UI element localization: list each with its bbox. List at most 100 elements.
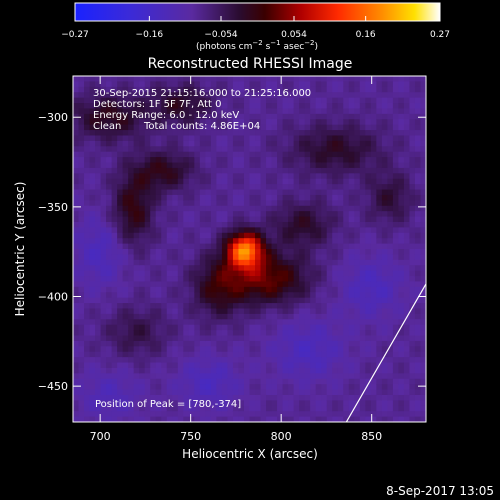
heatmap-cell xyxy=(144,151,151,158)
heatmap-cell xyxy=(205,243,212,250)
heatmap-cell xyxy=(321,81,328,88)
heatmap-cell xyxy=(321,286,328,293)
heatmap-cell xyxy=(161,92,168,99)
heatmap-cell xyxy=(271,416,278,422)
heatmap-cell xyxy=(78,92,85,99)
heatmap-cell xyxy=(398,135,405,142)
heatmap-cell xyxy=(403,178,411,185)
heatmap-cell xyxy=(354,216,361,223)
heatmap-cell xyxy=(150,81,157,88)
heatmap-cell xyxy=(354,194,361,201)
heatmap-cell xyxy=(288,211,295,218)
heatmap-cell xyxy=(227,135,234,142)
heatmap-cell xyxy=(337,313,344,320)
heatmap-cell xyxy=(172,167,179,174)
heatmap-cell xyxy=(337,351,344,358)
heatmap-cell xyxy=(365,362,372,369)
heatmap-cell xyxy=(210,362,218,369)
heatmap-cell xyxy=(332,184,339,191)
heatmap-cell xyxy=(348,319,355,326)
heatmap-cell xyxy=(304,86,311,93)
heatmap-cell xyxy=(73,200,80,207)
heatmap-cell xyxy=(365,232,372,239)
heatmap-cell xyxy=(255,130,262,137)
heatmap-cell xyxy=(216,411,223,418)
heatmap-cell xyxy=(106,221,113,228)
heatmap-cell xyxy=(304,130,311,137)
heatmap-cell xyxy=(205,313,212,320)
heatmap-cell xyxy=(117,238,124,245)
heatmap-cell xyxy=(188,394,195,401)
heatmap-cell xyxy=(155,313,162,320)
heatmap-cell xyxy=(343,357,350,364)
heatmap-cell xyxy=(315,243,322,250)
heatmap-cell xyxy=(161,324,168,331)
heatmap-cell xyxy=(392,400,400,407)
heatmap-cell xyxy=(299,162,306,169)
heatmap-cell xyxy=(343,373,350,380)
heatmap-cell xyxy=(111,146,118,153)
heatmap-cell xyxy=(227,238,234,245)
heatmap-cell xyxy=(420,108,426,115)
heatmap-cell xyxy=(139,140,146,147)
heatmap-cell xyxy=(122,140,129,147)
heatmap-cell xyxy=(243,103,251,110)
heatmap-cell xyxy=(293,113,300,120)
heatmap-cell xyxy=(282,211,289,218)
heatmap-cell xyxy=(288,292,295,299)
heatmap-cell xyxy=(100,135,107,142)
heatmap-cell xyxy=(299,378,306,385)
heatmap-cell xyxy=(354,324,361,331)
heatmap-cell xyxy=(155,330,162,337)
heatmap-cell xyxy=(359,357,366,364)
heatmap-cell xyxy=(354,184,361,191)
heatmap-cell xyxy=(216,178,223,185)
heatmap-cell xyxy=(150,130,157,137)
heatmap-cell xyxy=(194,184,201,191)
heatmap-cell xyxy=(403,124,411,131)
heatmap-cell xyxy=(89,416,96,422)
heatmap-cell xyxy=(337,394,344,401)
heatmap-cell xyxy=(376,173,383,180)
heatmap-cell xyxy=(199,140,206,147)
heatmap-cell xyxy=(420,270,426,277)
heatmap-cell xyxy=(111,97,118,104)
heatmap-cell xyxy=(172,254,179,261)
heatmap-cell xyxy=(370,173,377,180)
heatmap-cell xyxy=(304,270,311,277)
heatmap-cell xyxy=(166,221,173,228)
heatmap-cell xyxy=(299,367,306,374)
heatmap-cell xyxy=(89,303,96,310)
heatmap-cell xyxy=(73,389,80,396)
heatmap-cell xyxy=(78,297,85,304)
heatmap-cell xyxy=(183,103,190,110)
heatmap-cell xyxy=(117,254,124,261)
heatmap-cell xyxy=(266,216,273,223)
heatmap-cell xyxy=(299,119,306,126)
heatmap-cell xyxy=(84,394,91,401)
heatmap-cell xyxy=(414,276,422,283)
heatmap-cell xyxy=(216,362,223,369)
heatmap-cell xyxy=(232,216,240,223)
heatmap-cell xyxy=(194,194,201,201)
heatmap-cell xyxy=(199,151,206,158)
heatmap-cell xyxy=(106,103,113,110)
heatmap-cell xyxy=(376,211,383,218)
heatmap-cell xyxy=(376,221,383,228)
heatmap-cell xyxy=(205,221,212,228)
heatmap-cell xyxy=(210,270,218,277)
heatmap-cell xyxy=(73,346,80,353)
heatmap-cell xyxy=(326,270,333,277)
heatmap-cell xyxy=(271,189,278,196)
heatmap-cell xyxy=(376,205,383,212)
heatmap-cell xyxy=(370,178,377,185)
heatmap-cell xyxy=(243,394,251,401)
heatmap-cell xyxy=(232,108,240,115)
heatmap-cell xyxy=(172,405,179,412)
heatmap-cell xyxy=(166,184,173,191)
heatmap-cell xyxy=(144,76,151,83)
heatmap-cell xyxy=(409,400,416,407)
heatmap-cell xyxy=(387,151,394,158)
heatmap-cell xyxy=(332,162,339,169)
heatmap-cell xyxy=(188,292,195,299)
